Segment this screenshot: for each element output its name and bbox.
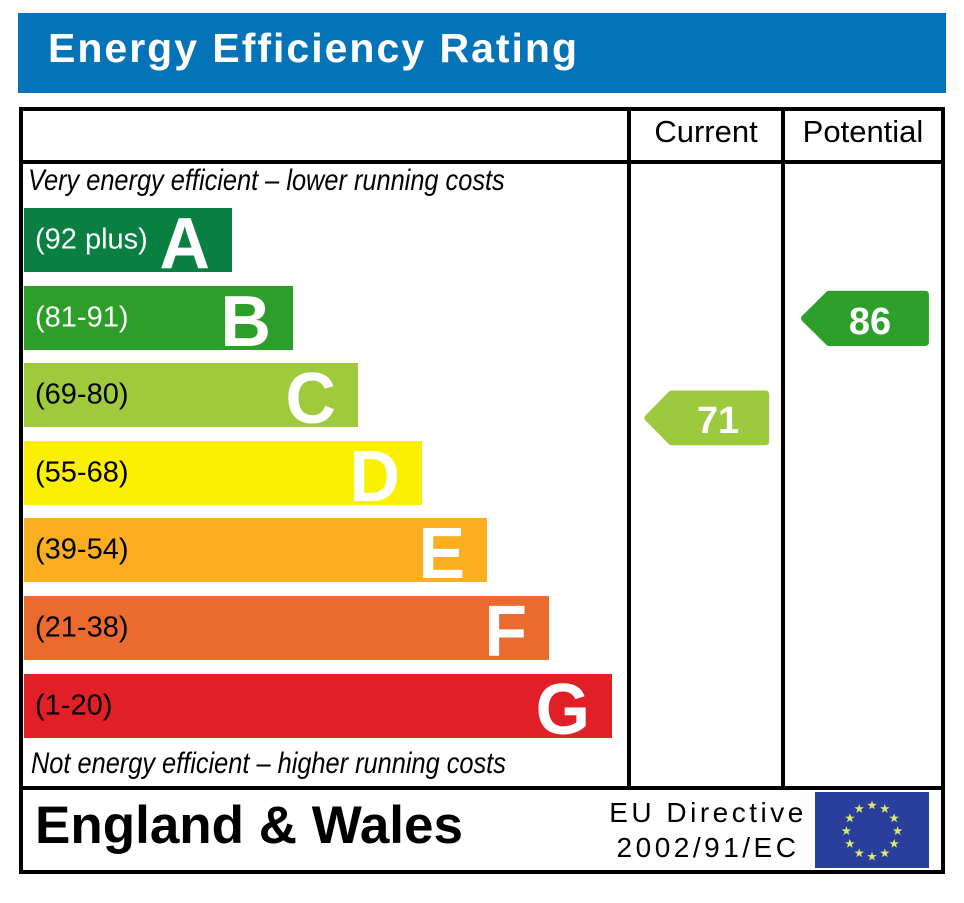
svg-text:71: 71 bbox=[697, 400, 739, 442]
svg-text:86: 86 bbox=[849, 301, 891, 343]
